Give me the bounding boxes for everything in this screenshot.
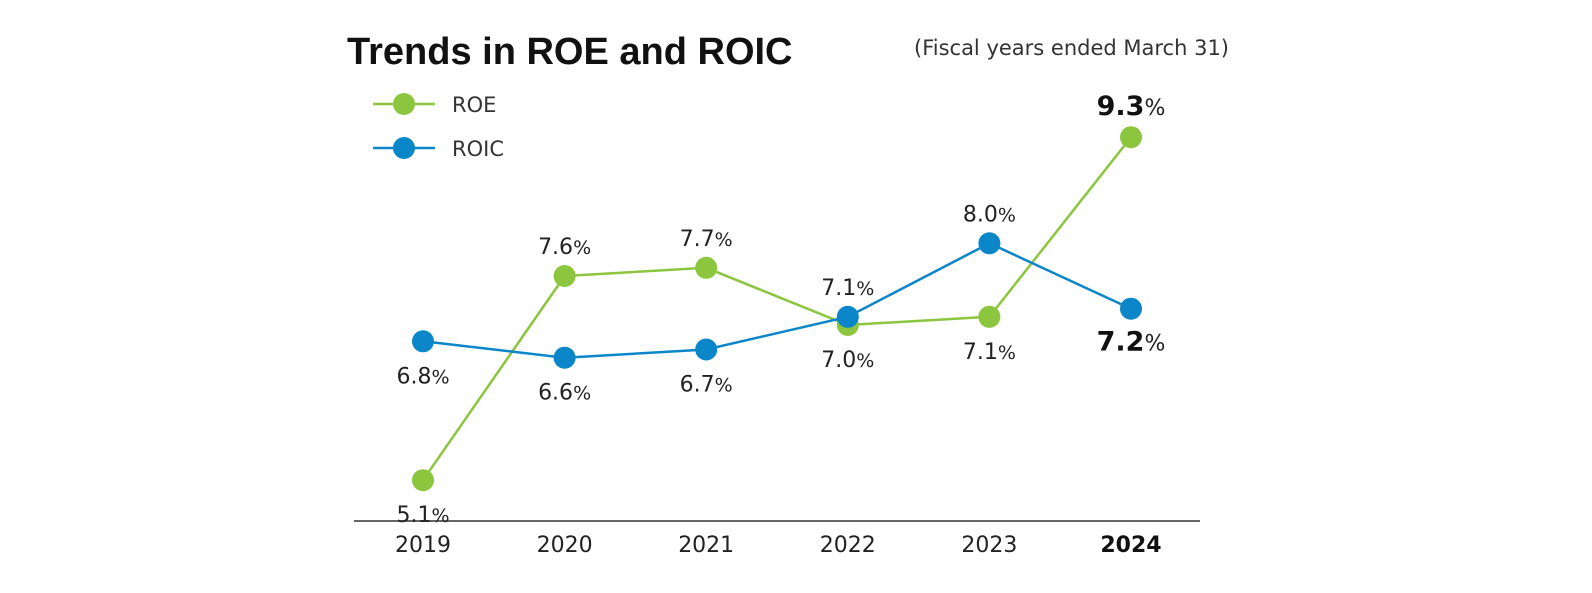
legend-roic-marker: [393, 137, 415, 159]
x-tick-label-2022: 2022: [820, 533, 876, 558]
roic-label-2021: 6.7%: [680, 373, 733, 398]
legend-roe-label: ROE: [452, 93, 496, 117]
x-tick-label-2024: 2024: [1100, 533, 1161, 558]
roic-label-2023: 8.0%: [963, 202, 1016, 227]
roe-label-2023: 7.1%: [963, 340, 1016, 365]
x-tick-label-2023: 2023: [961, 533, 1017, 558]
roe-label-2022: 7.0%: [821, 348, 874, 373]
x-tick-label-2020: 2020: [537, 533, 593, 558]
roe-point-2023: [978, 305, 1001, 328]
roic-label-2020: 6.6%: [538, 381, 591, 406]
roe-label-2019: 5.1%: [396, 503, 449, 528]
roic-point-2020: [553, 346, 576, 369]
roic-point-2021: [695, 338, 718, 361]
fiscal-year-note: (Fiscal years ended March 31): [914, 36, 1229, 60]
data-labels: 5.1% 7.6% 7.7% 7.0% 7.1% 9.3% 6.8% 6.6% 6.7% 7.1%…: [396, 91, 1165, 528]
roic-line: [422, 241, 1132, 359]
roic-label-2022: 7.1%: [821, 276, 874, 301]
series-markers: [412, 126, 1142, 492]
roe-point-2020: [553, 265, 576, 287]
roe-label-2021: 7.7%: [680, 227, 733, 252]
roic-label-2019: 6.8%: [396, 364, 449, 389]
roic-label-2024: 7.2%: [1097, 327, 1166, 358]
legend: ROE ROIC: [373, 93, 504, 161]
x-axis-ticks: 2019 2020 2021 2022 2023 2024: [395, 533, 1162, 558]
legend-roic-label: ROIC: [452, 137, 504, 161]
roic-point-2024: [1120, 297, 1142, 320]
roic-point-2023: [978, 232, 1001, 255]
series-lines: [421, 136, 1132, 481]
legend-roe-marker: [393, 93, 415, 115]
x-tick-label-2019: 2019: [395, 533, 451, 558]
legend-item-roe: ROE: [373, 93, 496, 117]
legend-item-roic: ROIC: [373, 137, 504, 161]
roe-line: [421, 136, 1132, 481]
roic-point-2019: [412, 330, 434, 353]
roe-point-2024: [1120, 126, 1142, 149]
roe-point-2021: [695, 256, 718, 279]
roe-point-2019: [412, 469, 434, 492]
chart-title: Trends in ROE and ROIC: [347, 31, 793, 73]
x-tick-label-2021: 2021: [678, 533, 734, 558]
roe-label-2020: 7.6%: [538, 235, 591, 260]
roic-point-2022: [836, 305, 859, 328]
plot-area: 5.1% 7.6% 7.7% 7.0% 7.1% 9.3% 6.8% 6.6% 6.7% 7.1%…: [395, 91, 1165, 558]
roe-label-2024: 9.3%: [1097, 91, 1166, 122]
